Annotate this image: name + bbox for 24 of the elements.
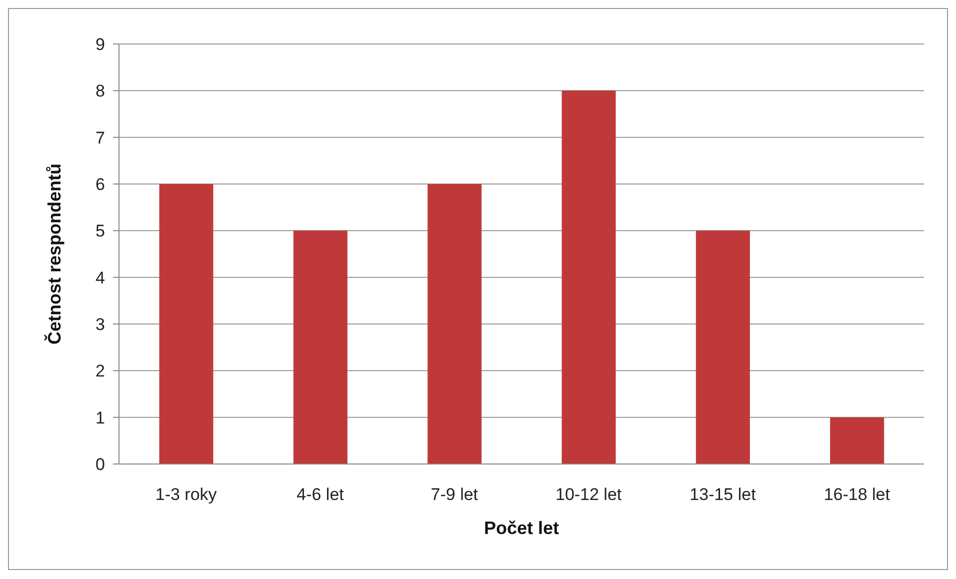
x-tick-label: 4-6 let — [296, 485, 344, 504]
x-tick-label: 1-3 roky — [155, 485, 218, 504]
x-tick-label: 13-15 let — [690, 485, 756, 504]
bar — [159, 184, 214, 464]
y-tick-label: 2 — [96, 362, 105, 381]
x-tick-label: 16-18 let — [824, 485, 890, 504]
y-axis-title: Četnost respondentů — [43, 163, 64, 345]
y-tick-label: 6 — [96, 175, 105, 194]
x-axis-title: Počet let — [484, 518, 560, 538]
x-tick-label: 7-9 let — [430, 485, 478, 504]
x-tick-label: 10-12 let — [555, 485, 622, 504]
bar — [293, 230, 348, 464]
y-tick-label: 7 — [96, 128, 105, 148]
y-tick-label: 9 — [96, 35, 105, 54]
y-tick-label: 4 — [96, 268, 105, 288]
y-tick-label: 3 — [96, 315, 105, 334]
bar — [428, 184, 482, 464]
bar — [562, 90, 616, 464]
y-tick-label: 1 — [96, 408, 105, 428]
bar — [830, 417, 884, 464]
y-tick-label: 0 — [96, 455, 105, 474]
y-tick-label: 5 — [96, 222, 105, 241]
bar — [696, 230, 750, 464]
y-tick-label: 8 — [96, 82, 105, 101]
